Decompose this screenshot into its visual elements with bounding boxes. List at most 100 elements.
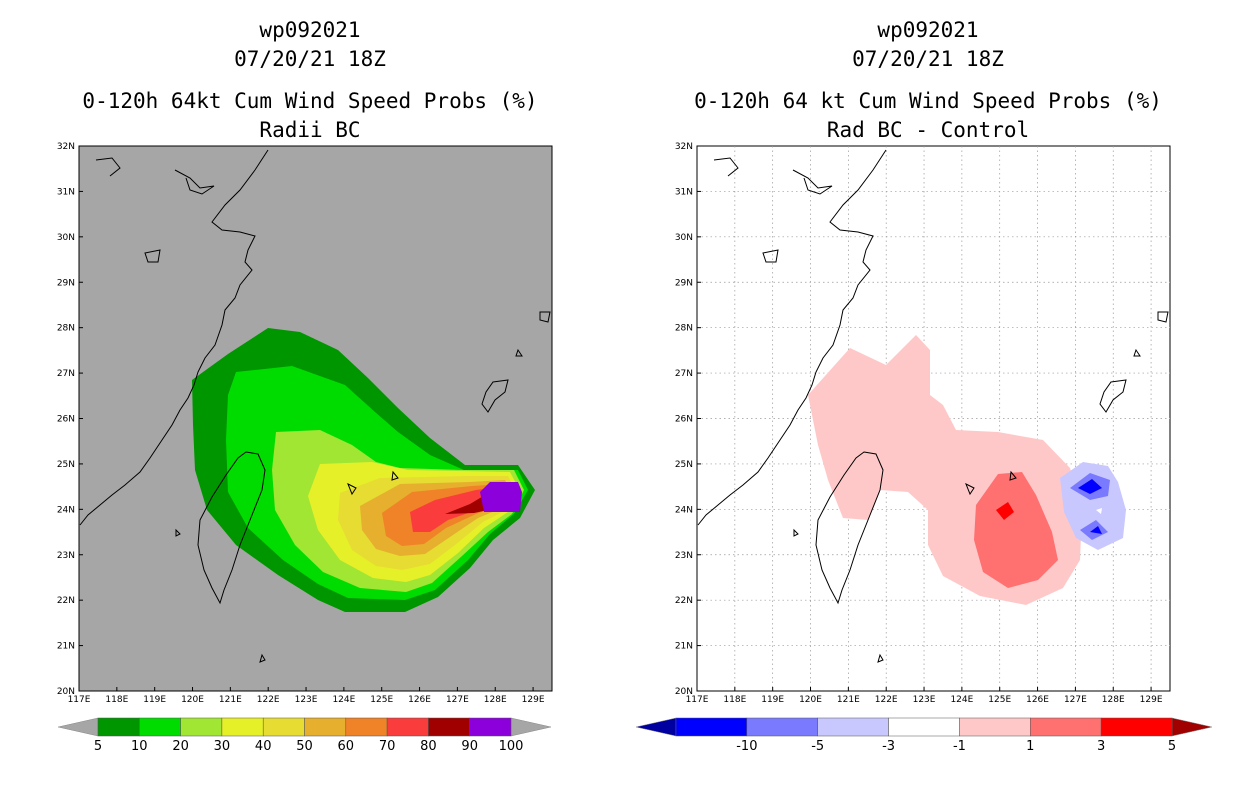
right-colorbar-label: -1 (953, 739, 966, 754)
right-lon-label: 126E (1026, 695, 1049, 705)
right-lat-label: 27N (675, 369, 693, 379)
right-colorbar-low-arrow (635, 717, 677, 737)
right-lat-label: 23N (675, 551, 693, 561)
left-subtitle: 0-120h 64kt Cum Wind Speed Probs (%) Rad… (0, 87, 620, 145)
left-lat-label: 28N (57, 324, 75, 334)
ryukyu-islands (347, 311, 551, 496)
right-colorbar-label: -10 (736, 739, 757, 754)
right-colorbar-label: -5 (811, 739, 824, 754)
right-lat-label: 28N (675, 324, 693, 334)
right-colorbar-swatch (817, 717, 889, 737)
right-lon-label: 118E (723, 695, 746, 705)
right-lon-label: 119E (761, 695, 784, 705)
left-colorbar-label: 60 (338, 739, 355, 754)
left-colorbar-label: 40 (255, 739, 272, 754)
left-lat-label: 29N (57, 278, 75, 288)
left-probability-contours (192, 328, 535, 612)
right-lon-label: 121E (837, 695, 860, 705)
left-lat-label: 30N (57, 233, 75, 243)
left-lat-label: 26N (57, 415, 75, 425)
right-lon-label: 117E (686, 695, 709, 705)
right-difference-contours (808, 335, 1126, 605)
left-colorbar-swatch (345, 717, 388, 737)
left-coastlines (79, 149, 551, 663)
ryukyu-islands-r (965, 311, 1169, 496)
left-colorbar-label: 10 (131, 739, 148, 754)
left-lon-label: 128E (484, 695, 507, 705)
left-colorbar-label: 50 (296, 739, 313, 754)
left-colorbar-label: 20 (172, 739, 189, 754)
taiwan-island (197, 451, 266, 605)
left-colorbar-swatch (97, 717, 140, 737)
right-lat-label: 30N (675, 233, 693, 243)
left-lon-label: 121E (219, 695, 242, 705)
right-storm-id: wp092021 (877, 18, 979, 42)
left-colorbar-low-arrow (57, 717, 99, 737)
right-lat-label: 31N (675, 187, 693, 197)
right-lon-label: 129E (1140, 695, 1163, 705)
right-lat-label: 20N (675, 687, 693, 697)
right-colorbar-label: 3 (1097, 739, 1105, 754)
right-lon-label: 122E (875, 695, 898, 705)
diff-negative-3 (1070, 473, 1110, 540)
right-lon-label: 128E (1102, 695, 1125, 705)
left-lon-label: 122E (257, 695, 280, 705)
china-coast-r (697, 149, 887, 526)
prob-90 (480, 482, 522, 512)
left-lon-label: 126E (408, 695, 431, 705)
diff-positive-3 (974, 472, 1058, 588)
right-lat-label: 25N (675, 460, 693, 470)
right-colorbar-label: 1 (1026, 739, 1034, 754)
taiwan-island-r (815, 451, 884, 605)
right-lat-label: 26N (675, 415, 693, 425)
left-colorbar-high-arrow (510, 717, 552, 737)
right-colorbar-swatch (1030, 717, 1102, 737)
left-colorbar-label: 100 (499, 739, 524, 754)
left-lon-label: 127E (446, 695, 469, 705)
left-field-title: 0-120h 64kt Cum Wind Speed Probs (%) (82, 89, 538, 113)
right-map: 32N31N30N29N28N27N26N25N24N23N22N21N20N1… (635, 142, 1236, 754)
right-lat-label: 21N (675, 642, 693, 652)
left-storm-id: wp092021 (259, 18, 361, 42)
right-lat-label: 29N (675, 278, 693, 288)
left-lon-label: 118E (105, 695, 128, 705)
left-colorbar-label: 30 (214, 739, 231, 754)
right-lat-label: 22N (675, 596, 693, 606)
left-colorbar: 5 10 20 30 40 50 60 70 80 90 100 (57, 717, 552, 754)
left-lat-label: 27N (57, 369, 75, 379)
left-colorbar-swatch (262, 717, 305, 737)
left-colorbar-label: 70 (379, 739, 396, 754)
islets-r (762, 249, 884, 663)
left-lon-label: 117E (68, 695, 91, 705)
china-coast (79, 149, 269, 526)
left-colorbar-swatch (469, 717, 512, 737)
right-axis-labels: 32N31N30N29N28N27N26N25N24N23N22N21N20N1… (675, 142, 1163, 705)
right-coastlines (697, 149, 1169, 663)
left-lon-label: 123E (295, 695, 318, 705)
left-lon-label: 119E (143, 695, 166, 705)
left-lon-label: 129E (522, 695, 545, 705)
left-colorbar-swatch (180, 717, 223, 737)
right-colorbar-swatch (888, 717, 960, 737)
diff-negative-5 (1078, 479, 1102, 534)
left-colorbar-label: 5 (94, 739, 102, 754)
left-lat-label: 23N (57, 551, 75, 561)
right-lon-label: 125E (988, 695, 1011, 705)
right-gridlines (697, 146, 1170, 691)
left-lat-label: 32N (57, 142, 75, 152)
left-lat-label: 22N (57, 596, 75, 606)
islets (144, 249, 266, 663)
left-lat-label: 21N (57, 642, 75, 652)
left-valid-time: 07/20/21 18Z (234, 47, 386, 71)
right-colorbar-high-arrow (1171, 717, 1213, 737)
left-colorbar-label: 90 (461, 739, 478, 754)
left-colorbar-swatch (221, 717, 264, 737)
right-field-subtitle: Rad BC - Control (826, 118, 1030, 142)
right-colorbar-swatch (1100, 717, 1173, 737)
right-subtitle: 0-120h 64 kt Cum Wind Speed Probs (%) Ra… (618, 87, 1236, 145)
left-field-subtitle: Radii BC (259, 118, 361, 142)
right-lon-label: 127E (1064, 695, 1087, 705)
left-lat-label: 20N (57, 687, 75, 697)
right-title: wp092021 07/20/21 18Z (618, 16, 1236, 74)
left-axis-labels: 32N31N30N29N28N27N26N25N24N23N22N21N20N1… (57, 142, 545, 705)
